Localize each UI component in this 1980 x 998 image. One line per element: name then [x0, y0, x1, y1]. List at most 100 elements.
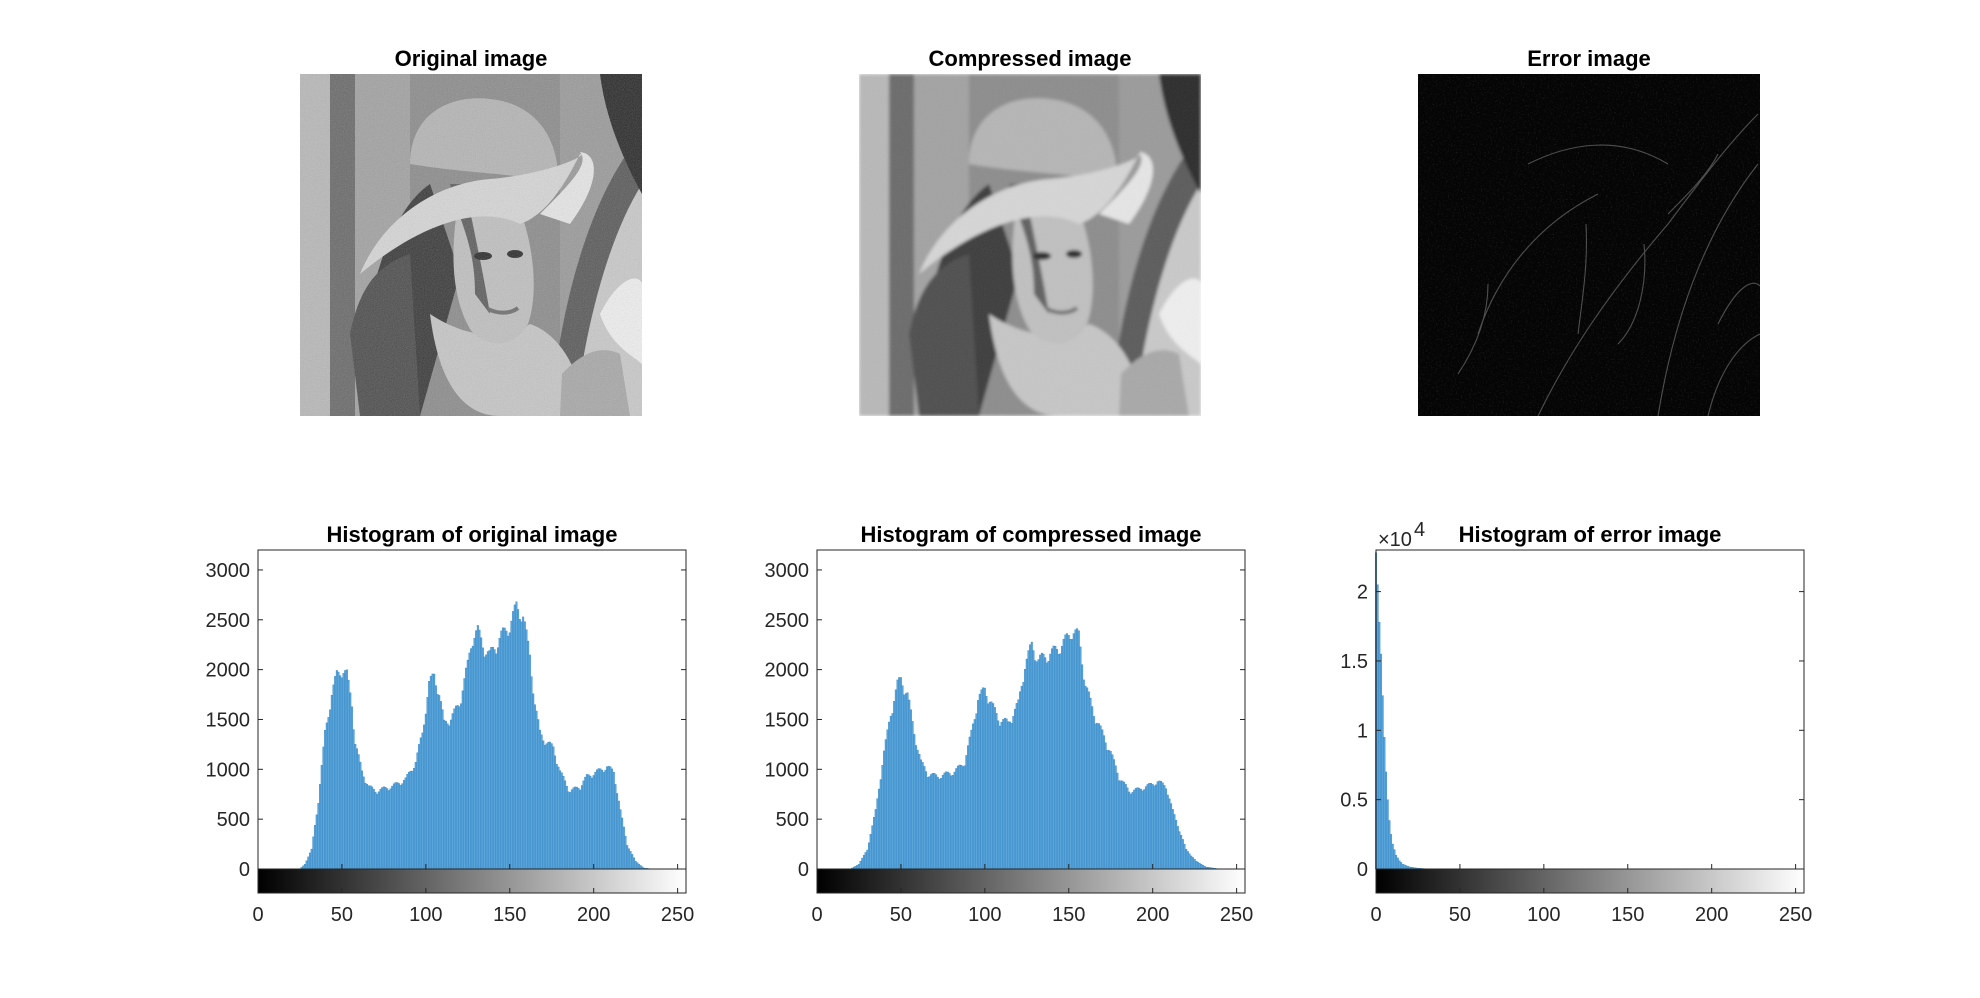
histogram-bar: [379, 789, 382, 870]
histogram-bar: [528, 654, 531, 870]
histogram-bar: [977, 700, 980, 870]
histogram-bar: [330, 695, 333, 870]
histogram-bar: [1405, 865, 1408, 870]
histogram-bar: [512, 611, 515, 870]
histogram-bar: [392, 783, 395, 870]
histogram-bar: [552, 746, 555, 870]
histogram-bar: [478, 629, 481, 870]
histogram-bar: [438, 695, 441, 870]
histogram-bar: [382, 786, 385, 870]
histogram-bar: [362, 776, 365, 870]
histogram-bar: [491, 646, 494, 870]
histogram-bar: [1045, 662, 1048, 870]
histogram-bar: [1022, 682, 1025, 870]
histogram-bar: [349, 692, 352, 870]
histogram-bar: [909, 709, 912, 870]
histogram-bar: [888, 721, 891, 870]
histogram-bar: [443, 719, 446, 870]
histogram-bar: [1153, 785, 1156, 870]
histogram-bar: [381, 787, 384, 870]
x-tick-label: 100: [968, 904, 1001, 926]
histogram-bar: [1027, 650, 1030, 870]
histogram-bar: [431, 673, 434, 870]
x-tick-label: 0: [811, 904, 822, 926]
histogram-bar: [503, 627, 506, 870]
histogram-bar: [1019, 691, 1022, 870]
histogram-bar: [931, 773, 934, 870]
histogram-bar: [322, 746, 325, 870]
y-tick-label: 0: [1357, 859, 1368, 881]
histogram-bar: [1000, 722, 1003, 870]
y-tick-label: 0.5: [1340, 790, 1368, 812]
histogram-bar: [1054, 646, 1057, 870]
x-tick-label: 250: [1779, 904, 1812, 926]
histogram-bar: [468, 652, 471, 870]
histogram-bar: [1151, 783, 1154, 870]
histogram-bar: [1173, 814, 1176, 870]
histogram-bar: [1178, 831, 1181, 870]
histogram-bar: [1039, 654, 1042, 870]
histogram-bar: [993, 707, 996, 870]
histogram-bar: [342, 673, 345, 870]
histogram-bar: [345, 669, 348, 870]
histogram-bar: [1044, 657, 1047, 870]
image-panel-compressed: [859, 74, 1201, 416]
colorbar-box: [1375, 868, 1805, 894]
histogram-bar: [537, 719, 540, 870]
histogram-bar: [1156, 781, 1159, 870]
histogram-bar: [1072, 633, 1075, 870]
histogram-bar: [930, 774, 933, 870]
histogram-bar: [940, 778, 943, 870]
x-tick-label: 50: [1449, 904, 1471, 926]
y-tick-label: 2500: [206, 610, 251, 632]
histogram-bar: [619, 809, 622, 870]
histogram-bar: [1012, 716, 1015, 870]
histogram-bar: [992, 703, 995, 870]
histogram-bar: [340, 677, 343, 870]
histogram-bar: [963, 765, 966, 870]
colorbar-box: [816, 868, 1246, 894]
histogram-bar: [639, 865, 642, 870]
histogram-original: 0 500 1000 1500 2000 2500 3000 0 50 100 150 200 250 H…: [206, 522, 695, 926]
histogram-bar: [470, 648, 473, 870]
histogram-bar: [1376, 584, 1379, 870]
histogram-bar: [1037, 659, 1040, 870]
histogram-bar: [366, 783, 369, 870]
x-tick-label: 100: [1527, 904, 1560, 926]
histogram-bar: [1024, 669, 1027, 870]
histogram-bar: [569, 792, 572, 870]
y-tick-label: 1500: [765, 709, 810, 731]
histogram-bar: [376, 793, 379, 870]
histogram-bar: [1017, 699, 1020, 870]
histogram-bar: [1163, 785, 1166, 870]
histogram-bar: [458, 706, 461, 870]
histogram-bar: [990, 701, 993, 870]
histogram-bar: [357, 754, 360, 870]
histogram-bar: [387, 790, 390, 870]
histogram-bar: [1381, 695, 1384, 870]
histogram-bar: [500, 630, 503, 870]
x-tick-label: 200: [1695, 904, 1728, 926]
histogram-bar: [423, 724, 426, 870]
histogram-bar: [532, 693, 535, 870]
histogram-bar: [938, 779, 941, 870]
histogram-bar: [1191, 857, 1194, 870]
histogram-bar: [401, 783, 404, 870]
histogram-bar: [1118, 780, 1121, 870]
y-tick-label: 3000: [206, 560, 251, 582]
histogram-bar: [354, 744, 357, 870]
histogram-bar: [1108, 750, 1110, 870]
histogram-bar: [958, 764, 961, 870]
histogram-bar: [1050, 648, 1053, 870]
histogram-bar: [485, 654, 488, 870]
histogram-bar: [1101, 729, 1104, 870]
histogram-bar: [473, 637, 476, 870]
image-panel-original: [300, 74, 642, 416]
histogram-bar: [320, 765, 323, 870]
histogram-bar: [634, 860, 637, 870]
histogram-bar: [1071, 639, 1074, 870]
histogram-bar: [419, 737, 422, 870]
histogram-bar: [493, 649, 496, 870]
histogram-bar: [928, 776, 931, 870]
y-tick-label: 2000: [765, 660, 810, 682]
